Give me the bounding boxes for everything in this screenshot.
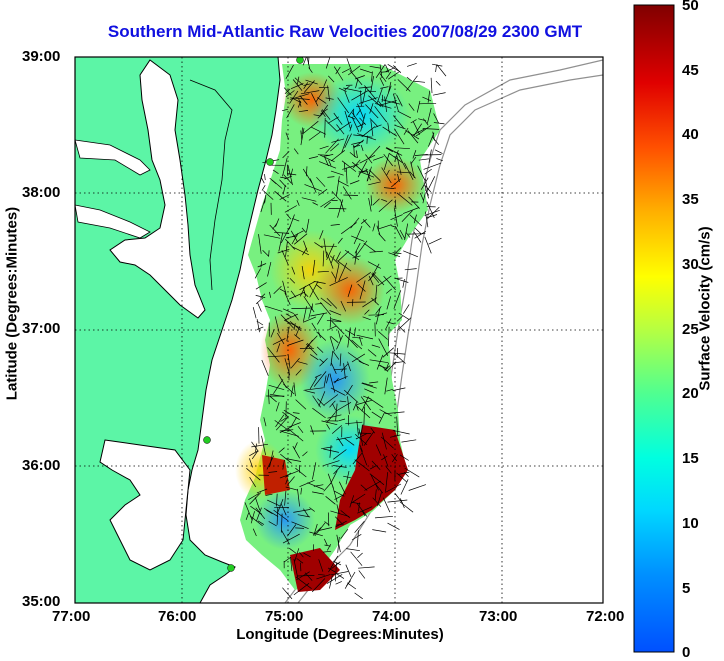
radar-site-marker [204, 437, 211, 444]
velocity-arrow [269, 250, 270, 256]
radar-site-marker [267, 159, 274, 166]
velocity-arrow [325, 118, 326, 138]
radar-site-marker [228, 565, 235, 572]
velocity-arrow [419, 103, 436, 104]
velocity-arrow [300, 563, 301, 572]
velocity-arrow [343, 195, 358, 196]
velocity-arrow [328, 513, 329, 527]
velocity-arrow [295, 528, 304, 529]
velocity-arrow [291, 308, 310, 309]
velocity-arrow [371, 195, 372, 205]
velocity-arrow [395, 278, 403, 279]
velocity-arrow [329, 208, 347, 209]
colorbar [634, 5, 674, 652]
